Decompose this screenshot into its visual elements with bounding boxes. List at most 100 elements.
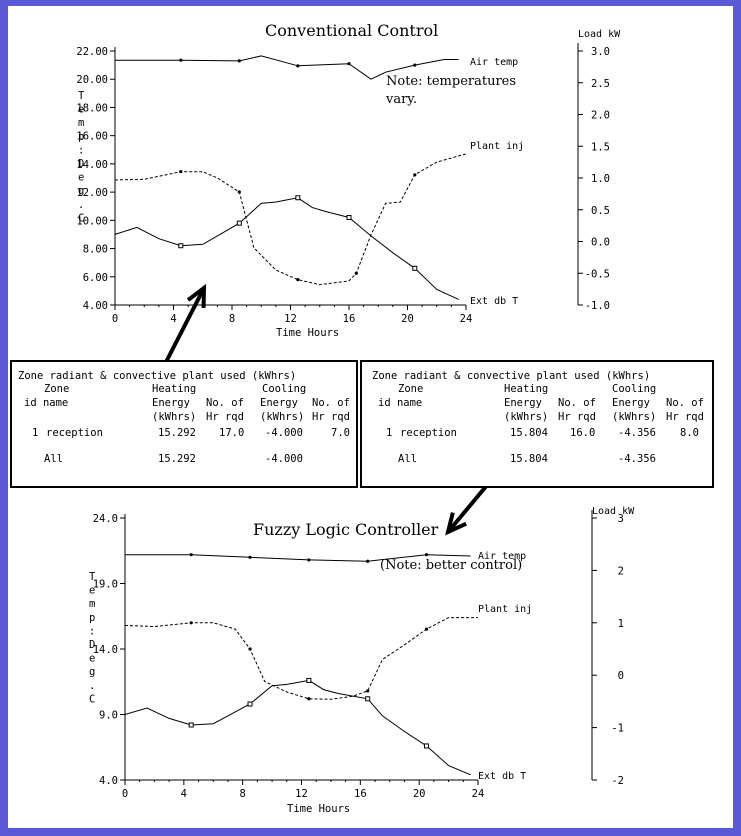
header-heat-energy: Energy	[152, 397, 190, 409]
y-right-tick-label: 3	[618, 513, 624, 525]
energy-table-fuzzy: Zone radiant & convective plant used (kW…	[360, 360, 714, 488]
y-axis-label-char: T	[78, 90, 85, 102]
header-id-name: id name	[378, 397, 423, 409]
series-label: Ext db T	[478, 771, 526, 782]
y-right-tick-label: 1	[618, 618, 624, 630]
series-marker	[295, 195, 301, 201]
y-axis-label-char: C	[89, 693, 95, 705]
y-axis-label-char: .	[89, 680, 95, 692]
series-marker	[189, 621, 193, 625]
chart-title: Fuzzy Logic Controller	[253, 520, 439, 539]
x-tick-label: 4	[181, 788, 187, 800]
y-right-axis-label: Load kW	[578, 29, 621, 40]
total-cool-energy: -4.000	[265, 453, 303, 465]
header-heat-hrrqd: Hr rqd	[206, 411, 244, 423]
y-axis-label-char: e	[89, 653, 95, 665]
y-tick-label: 14.00	[76, 159, 108, 171]
y-tick-label: 20.00	[76, 74, 108, 86]
row-cool-hours: 7.0	[331, 427, 350, 439]
y-right-tick-label: 2.0	[591, 110, 610, 122]
header-cool-hours: No. of	[312, 397, 350, 409]
series-marker	[248, 647, 252, 651]
x-axis-label: Time Hours	[276, 327, 339, 339]
header-cooling: Cooling	[262, 383, 307, 395]
y-axis-label-char: e	[89, 585, 95, 597]
series-marker	[412, 265, 418, 271]
x-tick-label: 24	[460, 313, 473, 325]
x-tick-label: 4	[170, 313, 176, 325]
row-cool-energy: -4.000	[265, 427, 303, 439]
y-tick-label: 16.00	[76, 131, 108, 143]
header-id-name: id name	[24, 397, 69, 409]
series-label: Plant inj	[478, 604, 532, 615]
table-title: Zone radiant & convective plant used (kW…	[372, 370, 651, 382]
arrow-to-conventional-chart-head	[186, 283, 207, 309]
y-right-tick-label: 1.5	[591, 141, 610, 153]
y-tick-label: 10.00	[76, 215, 108, 227]
y-axis-label-char: e	[78, 172, 84, 184]
y-right-tick-label: -2	[611, 775, 624, 787]
row-heat-energy: 15.292	[158, 427, 196, 439]
series-marker	[179, 58, 183, 62]
y-tick-label: 9.0	[99, 710, 118, 722]
header-cool-energy: Energy	[612, 397, 650, 409]
series-marker	[307, 697, 311, 701]
header-heat-hours: No. of	[558, 397, 596, 409]
y-tick-label: 22.00	[76, 46, 108, 58]
y-tick-label: 12.00	[76, 187, 108, 199]
y-tick-label: 18.00	[76, 102, 108, 114]
series-marker	[178, 243, 184, 249]
series-marker	[366, 689, 370, 693]
series-marker	[365, 696, 371, 702]
y-axis-label-char: m	[89, 598, 95, 610]
y-axis-label-char: p	[78, 131, 84, 143]
x-tick-label: 12	[284, 313, 297, 325]
y-tick-label: 14.0	[93, 644, 118, 656]
y-axis-label-char: p	[89, 612, 95, 624]
total-heat-energy: 15.804	[510, 453, 548, 465]
chart-note: vary.	[385, 92, 417, 107]
series-marker	[188, 722, 194, 728]
series-marker	[237, 190, 241, 194]
header-heating: Heating	[504, 383, 549, 395]
y-axis-label-char: :	[78, 144, 84, 156]
series-marker	[307, 558, 311, 562]
series-marker	[424, 553, 429, 557]
series-marker	[247, 701, 253, 707]
series-label: Air temp	[470, 57, 518, 68]
chart-note: Note: temperatures	[386, 74, 516, 89]
x-axis-label: Time Hours	[287, 803, 350, 815]
series-marker	[424, 743, 430, 749]
series-label: Ext db T	[470, 296, 518, 307]
y-axis-label-char: g	[89, 666, 95, 678]
series-marker	[248, 555, 252, 559]
charts-canvas: Conventional Control Note: temperatures va…	[76, 21, 635, 815]
row-id: 1	[386, 427, 393, 439]
chart-title: Conventional Control	[265, 21, 438, 40]
header-zone: Zone	[398, 383, 424, 395]
header-cool-unit: (kWhrs)	[612, 411, 657, 423]
y-right-tick-label: -1.0	[585, 300, 610, 312]
header-heat-unit: (kWhrs)	[504, 411, 549, 423]
y-tick-label: 19.0	[93, 579, 118, 591]
y-right-tick-label: 2	[618, 565, 624, 577]
row-cool-energy: -4.356	[618, 427, 656, 439]
x-tick-label: 12	[295, 788, 308, 800]
header-heat-unit: (kWhrs)	[152, 411, 197, 423]
series-label: Plant inj	[470, 141, 524, 152]
header-zone: Zone	[44, 383, 70, 395]
series-marker	[296, 64, 300, 68]
row-cool-hours: 8.0	[680, 427, 699, 439]
series-line-ext-db-t	[124, 679, 471, 776]
x-tick-label: 24	[472, 788, 485, 800]
row-name: reception	[400, 427, 457, 439]
series-marker	[236, 220, 242, 226]
row-heat-hours: 17.0	[219, 427, 245, 439]
header-heating: Heating	[152, 383, 197, 395]
energy-table-conventional: Zone radiant & convective plant used (kW…	[10, 360, 358, 488]
y-right-tick-label: -0.5	[585, 268, 610, 280]
series-marker	[366, 559, 370, 563]
series-line-ext-db-t	[114, 197, 459, 300]
y-axis-label-char: C	[78, 212, 84, 224]
header-cooling: Cooling	[612, 383, 657, 395]
